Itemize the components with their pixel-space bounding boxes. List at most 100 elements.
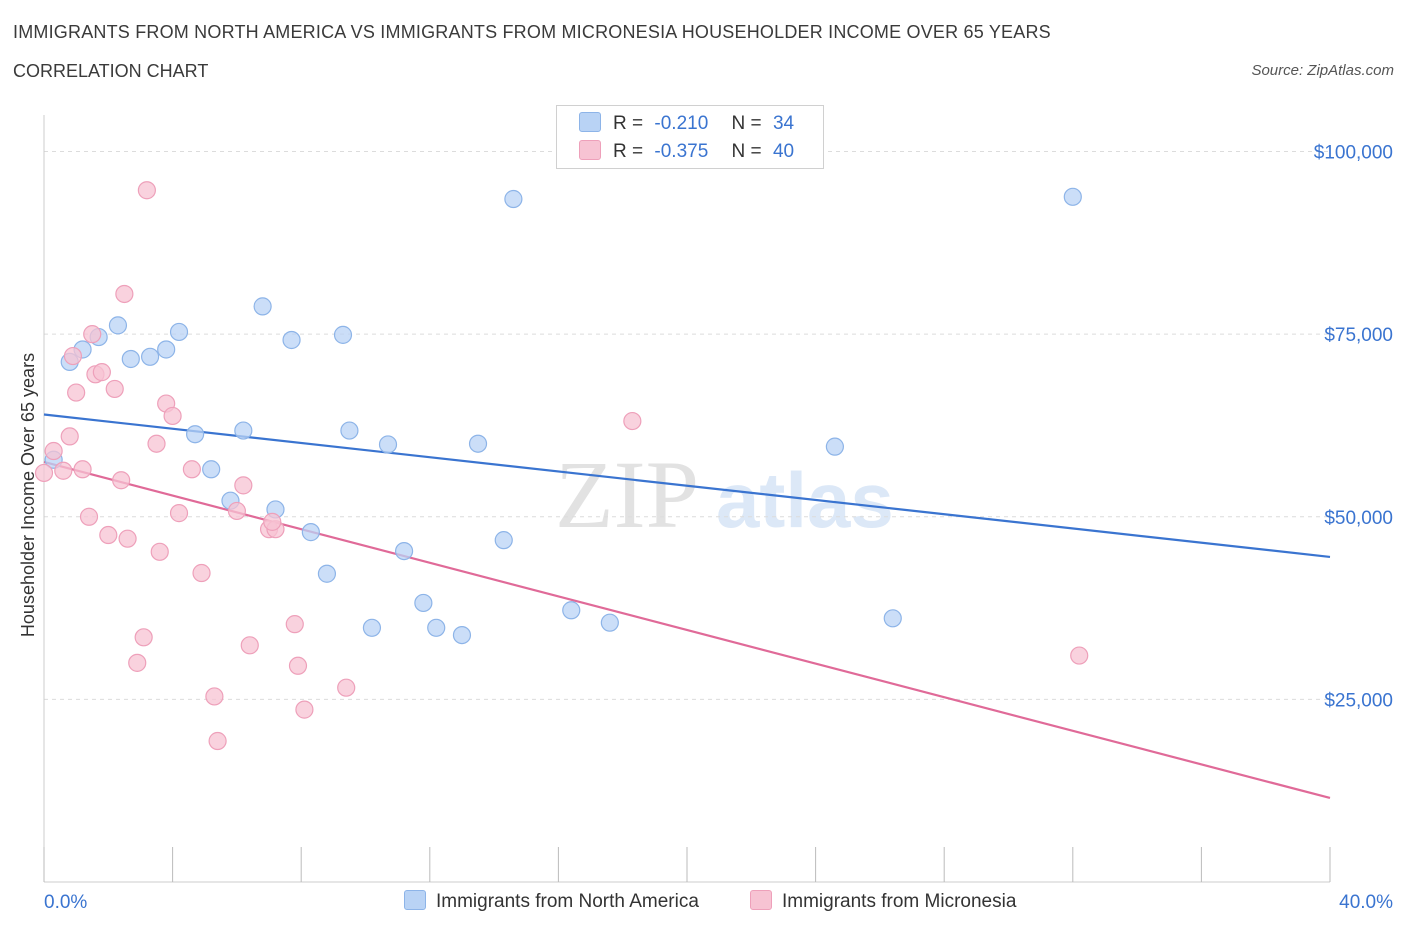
- data-point-micronesia: [623, 411, 642, 431]
- data-point-micronesia: [34, 463, 54, 483]
- data-point-north-america: [468, 434, 488, 453]
- data-point-micronesia: [79, 507, 99, 526]
- data-point-micronesia: [134, 628, 153, 647]
- y-tick-label: $100,000: [1314, 143, 1393, 164]
- data-point-north-america: [121, 349, 140, 369]
- trend-lines: [43, 413, 1331, 800]
- data-point-north-america: [140, 347, 160, 366]
- data-point-north-america: [169, 322, 189, 342]
- x-tick-label: 40.0%: [1339, 892, 1393, 913]
- data-point-micronesia: [240, 636, 259, 655]
- data-point-north-america: [494, 531, 513, 550]
- series-name: Immigrants from Micronesia: [782, 891, 1017, 912]
- series-legend-north-america: Immigrants from North America: [404, 890, 699, 913]
- y-axis-label: Householder Income Over 65 years: [18, 353, 38, 637]
- data-point-micronesia: [137, 181, 156, 200]
- data-point-micronesia: [285, 615, 304, 634]
- x-tick-label: 0.0%: [44, 892, 87, 913]
- data-point-micronesia: [182, 460, 201, 479]
- watermark-atlas: atlas: [716, 456, 894, 544]
- data-point-micronesia: [1070, 646, 1089, 665]
- data-point-micronesia: [115, 284, 134, 304]
- legend-r-value: -0.375: [654, 141, 709, 162]
- data-point-micronesia: [169, 504, 189, 523]
- data-point-north-america: [202, 460, 221, 479]
- data-point-north-america: [883, 609, 902, 628]
- data-point-north-america: [234, 421, 253, 440]
- data-point-north-america: [340, 421, 359, 440]
- data-points: [34, 181, 1089, 751]
- data-point-micronesia: [63, 346, 83, 366]
- data-point-north-america: [157, 340, 176, 359]
- data-point-north-america: [186, 425, 205, 444]
- data-point-micronesia: [163, 406, 182, 426]
- data-point-micronesia: [234, 476, 253, 495]
- data-point-micronesia: [263, 512, 282, 531]
- data-point-north-america: [301, 523, 320, 542]
- data-point-micronesia: [67, 383, 86, 402]
- source-credit: Source: ZipAtlas.com: [1251, 62, 1394, 79]
- data-point-micronesia: [73, 460, 92, 479]
- data-point-north-america: [253, 297, 272, 316]
- data-point-micronesia: [295, 700, 314, 719]
- trend-line-micronesia: [43, 460, 1331, 800]
- watermark: ZIP atlas: [555, 441, 894, 548]
- legend-n-value: 40: [772, 141, 795, 162]
- legend-n-value: 34: [772, 113, 795, 134]
- chart-subtitle: CORRELATION CHART: [13, 61, 209, 81]
- data-point-micronesia: [92, 363, 111, 382]
- legend-r-value: -0.210: [654, 113, 709, 134]
- series-swatch-pink: [750, 890, 772, 910]
- watermark-zip: ZIP: [555, 441, 699, 548]
- data-point-north-america: [825, 437, 844, 456]
- y-tick-label: $50,000: [1324, 508, 1393, 529]
- data-point-north-america: [333, 325, 353, 344]
- legend-n-label: N =: [731, 141, 762, 162]
- data-point-micronesia: [205, 687, 224, 706]
- series-name: Immigrants from North America: [436, 891, 699, 912]
- legend-row-north-america: R = -0.210 N = 34: [579, 112, 794, 138]
- correlation-legend: R = -0.210 N = 34 R = -0.375 N = 40: [556, 105, 824, 169]
- series-swatch-blue: [404, 890, 426, 910]
- data-point-micronesia: [288, 656, 308, 675]
- data-point-north-america: [317, 564, 337, 583]
- legend-swatch-pink: [579, 140, 601, 160]
- data-point-north-america: [452, 625, 472, 645]
- data-point-north-america: [1063, 187, 1082, 206]
- legend-swatch-blue: [579, 112, 601, 132]
- trend-line-north-america: [43, 413, 1331, 559]
- axes: [43, 115, 1331, 883]
- data-point-north-america: [108, 316, 128, 335]
- data-point-micronesia: [208, 731, 227, 751]
- legend-r-label: R =: [613, 141, 644, 162]
- data-point-north-america: [600, 613, 619, 632]
- series-legend: Immigrants from North America Immigrants…: [0, 890, 1406, 914]
- data-point-micronesia: [99, 525, 118, 545]
- data-point-micronesia: [44, 441, 63, 461]
- data-point-micronesia: [147, 434, 166, 453]
- data-point-micronesia: [83, 325, 102, 344]
- y-tick-label: $25,000: [1324, 690, 1393, 711]
- data-point-micronesia: [150, 542, 169, 561]
- data-point-micronesia: [105, 379, 124, 399]
- data-point-micronesia: [60, 427, 79, 446]
- legend-r-label: R =: [613, 113, 644, 134]
- data-point-micronesia: [192, 563, 211, 583]
- data-point-micronesia: [112, 471, 131, 490]
- data-point-north-america: [427, 618, 446, 637]
- data-point-north-america: [362, 618, 382, 637]
- data-point-north-america: [414, 593, 433, 613]
- data-point-north-america: [282, 330, 301, 350]
- data-point-micronesia: [337, 678, 356, 697]
- data-point-north-america: [562, 601, 581, 620]
- tick-labels: $25,000 $50,000 $75,000 $100,000 0.0% 40.0%: [44, 143, 1393, 913]
- series-legend-micronesia: Immigrants from Micronesia: [750, 890, 1016, 913]
- legend-n-label: N =: [731, 113, 762, 134]
- chart-title: IMMIGRANTS FROM NORTH AMERICA VS IMMIGRA…: [13, 22, 1051, 42]
- legend-row-micronesia: R = -0.375 N = 40: [579, 140, 794, 166]
- data-point-micronesia: [118, 529, 137, 548]
- data-point-micronesia: [128, 653, 147, 672]
- data-point-north-america: [504, 189, 523, 209]
- data-point-micronesia: [54, 461, 73, 480]
